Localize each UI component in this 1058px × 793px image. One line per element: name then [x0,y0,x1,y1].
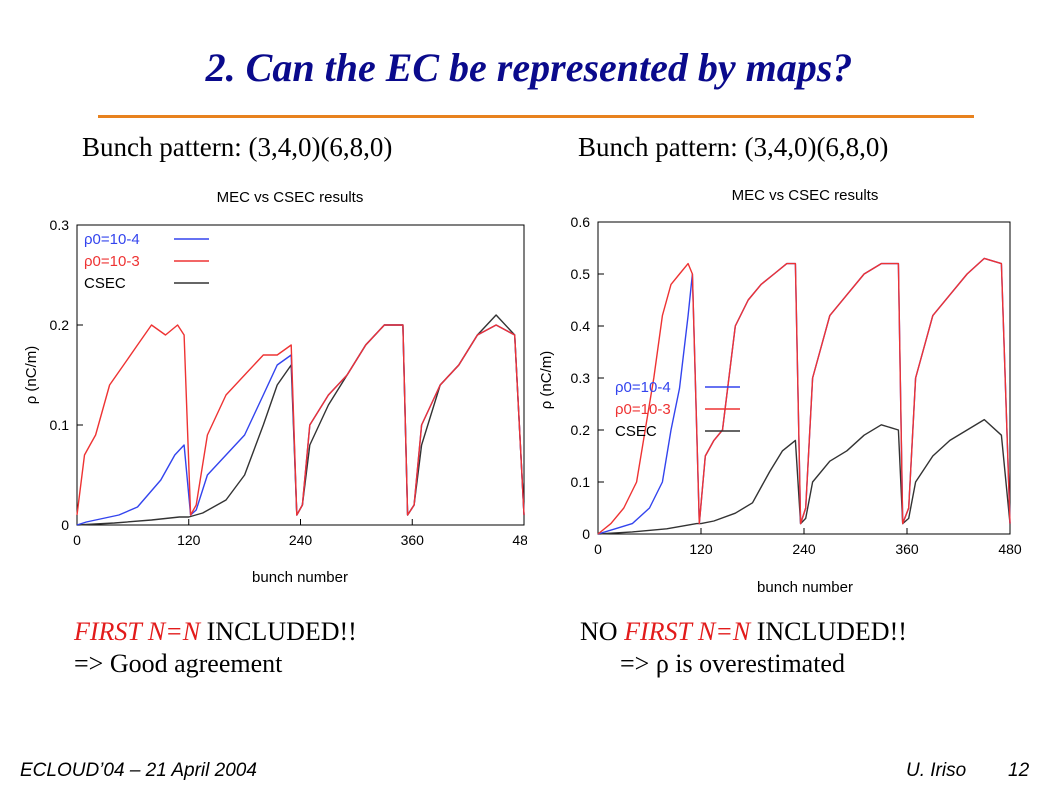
series-line-2 [76,314,525,526]
x-tick-label: 480 [512,532,527,548]
y-tick-label: 0.1 [50,417,70,433]
x-tick-label: 240 [792,541,816,557]
footer-author: U. Iriso [906,760,967,781]
right-chart: MEC vs CSEC results bunch number ρ (nC/m… [535,180,1035,600]
x-axis-label: bunch number [252,569,348,586]
left-chart: MEC vs CSEC results bunch number ρ (nC/m… [22,182,527,592]
y-tick-label: 0.2 [571,422,591,438]
included-text: INCLUDED!! [200,617,357,646]
y-tick-label: 0.3 [571,370,591,386]
slide-title: 2. Can the EC be represented by maps? [205,45,853,90]
series-line-1 [76,324,525,516]
included-text: INCLUDED!! [750,617,907,646]
legend-label: ρ0=10-4 [84,231,140,248]
footer-conference: ECLOUD’04 – 21 April 2004 [20,760,257,781]
y-axis-label: ρ (nC/m) [538,351,555,410]
x-tick-label: 240 [289,532,313,548]
title-divider [98,115,974,118]
y-axis-label: ρ (nC/m) [23,346,40,405]
series-line-0 [76,324,525,526]
x-axis-label: bunch number [757,579,853,596]
legend-label: CSEC [615,423,657,440]
footer-page-number: 12 [1008,760,1030,781]
series-line-2 [597,418,1011,535]
first-n-n-text: FIRST N=N [624,617,751,646]
left-caption-line1: FIRST N=N INCLUDED!! [74,616,357,648]
left-caption-line2: => Good agreement [74,649,283,678]
y-tick-label: 0 [582,526,590,542]
x-tick-label: 480 [998,541,1022,557]
left-chart-svg: MEC vs CSEC results bunch number ρ (nC/m… [23,189,527,586]
x-tick-label: 120 [689,541,713,557]
chart-title: MEC vs CSEC results [732,187,879,204]
y-tick-label: 0.6 [571,214,591,230]
plot-frame [76,224,525,526]
y-tick-label: 0.2 [50,317,70,333]
left-caption: FIRST N=N INCLUDED!! => Good agreement [74,616,357,680]
right-caption: NO FIRST N=N INCLUDED!! => ρ is overesti… [580,616,907,680]
right-chart-svg: MEC vs CSEC results bunch number ρ (nC/m… [538,187,1022,596]
right-subtitle: Bunch pattern: (3,4,0)(6,8,0) [578,132,889,162]
chart-title: MEC vs CSEC results [217,189,364,206]
left-subtitle: Bunch pattern: (3,4,0)(6,8,0) [82,132,393,162]
y-tick-label: 0.1 [571,474,591,490]
x-tick-label: 0 [73,532,81,548]
x-tick-label: 120 [177,532,201,548]
right-caption-line2: => ρ is overestimated [620,649,845,678]
legend-label: ρ0=10-4 [615,379,671,396]
series-line-0 [597,257,1011,535]
x-tick-label: 360 [895,541,919,557]
y-tick-label: 0.3 [50,217,70,233]
legend-label: ρ0=10-3 [84,253,140,270]
legend-label: ρ0=10-3 [615,401,671,418]
series-line-1 [597,257,1011,535]
y-tick-label: 0.4 [571,318,591,334]
y-tick-label: 0.5 [571,266,591,282]
right-caption-line1: NO FIRST N=N INCLUDED!! [580,616,907,648]
no-text: NO [580,617,625,646]
legend-label: CSEC [84,275,126,292]
x-tick-label: 360 [401,532,425,548]
y-tick-label: 0 [61,517,69,533]
x-tick-label: 0 [594,541,602,557]
first-n-n-text: FIRST N=N [74,617,201,646]
